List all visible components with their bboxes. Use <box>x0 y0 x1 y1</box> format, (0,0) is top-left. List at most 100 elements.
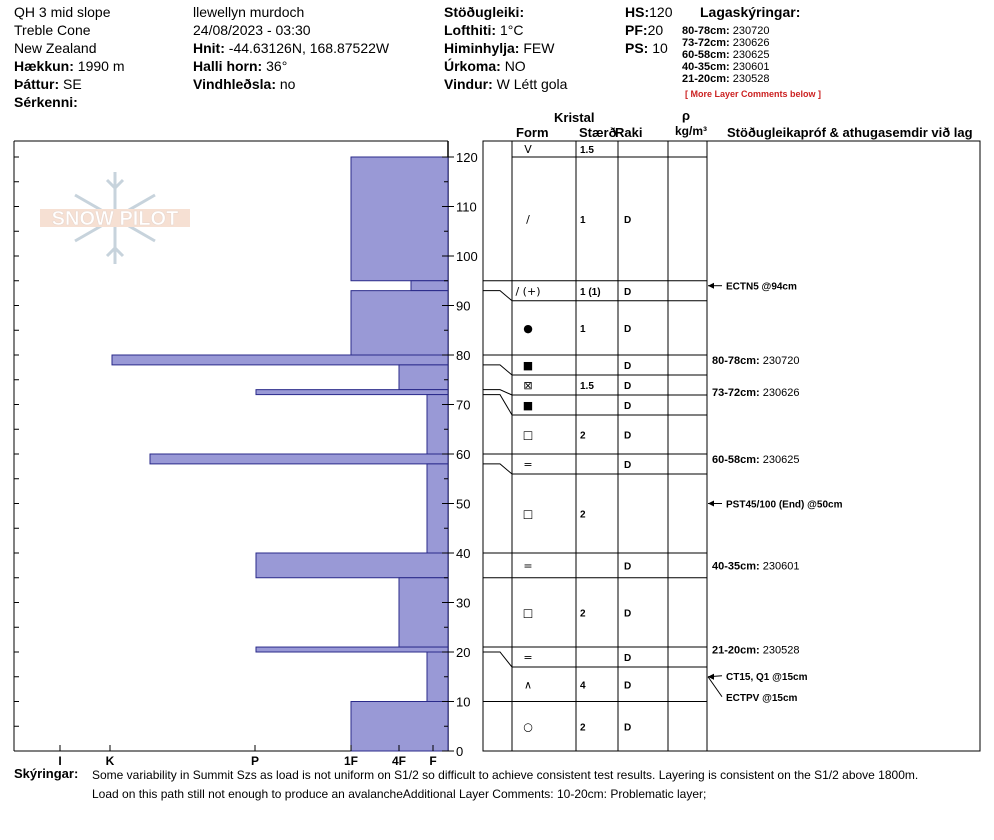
ps-value: 10 <box>652 40 668 56</box>
wind-loading-value: no <box>279 76 296 92</box>
grain-size-value: 1.5 <box>580 381 594 392</box>
layer-note: 80-78cm: 230720 <box>682 25 769 37</box>
layer-comment-range: 21-20cm: <box>712 645 763 657</box>
observation-datetime: 24/08/2023 - 03:30 <box>193 22 311 38</box>
hardness-bar <box>255 389 449 396</box>
layer-comment-range: 73-72cm: <box>712 387 763 399</box>
comments-line-2: Load on this path still not enough to pr… <box>92 787 707 801</box>
depth-tick-label: 30 <box>456 596 470 611</box>
hardness-bar <box>350 701 449 752</box>
form-header: Form <box>516 125 549 140</box>
stability-test-result: PST45/100 (End) @50cm <box>726 500 843 511</box>
hardness-tick-label: K <box>106 754 115 768</box>
aspect: Þáttur: SE <box>14 76 82 92</box>
depth-tick-label: 20 <box>456 645 470 660</box>
layer-note: 40-35cm: 230601 <box>682 61 769 73</box>
stability-test-result: CT15, Q1 @15cm <box>726 672 808 683</box>
layer-comment-value: 230625 <box>763 454 800 466</box>
layer-note: 73-72cm: 230626 <box>682 37 769 49</box>
moisture-value: D <box>624 401 631 412</box>
moisture-value: D <box>624 608 631 619</box>
coordinates: Hnit: -44.63126N, 168.87522W <box>193 40 389 56</box>
layer-comment-range: 40-35cm: <box>712 560 763 572</box>
grain-form-symbol: V <box>524 143 532 156</box>
wind-loading-label: Vindhleðsla: <box>193 76 276 92</box>
precip-label: Úrkoma: <box>444 58 501 74</box>
grain-form-symbol: = <box>523 651 532 664</box>
moisture-value: D <box>624 680 631 691</box>
depth-tick-label: 120 <box>456 150 478 165</box>
moisture-value: D <box>624 381 631 392</box>
pf-label: PF: <box>625 22 648 38</box>
ski-penetration: PS: 10 <box>625 40 668 56</box>
hardness-tick-label: I <box>58 754 61 768</box>
depth-tick-label: 100 <box>456 249 478 264</box>
sky-value: FEW <box>523 40 555 56</box>
test-arrow <box>707 676 723 698</box>
density-symbol: ρ <box>682 108 691 123</box>
layer-note-value: 230625 <box>732 49 770 61</box>
wind-label: Vindur: <box>444 76 493 92</box>
grain-form-symbol: □ <box>523 606 533 619</box>
layer-comment: 73-72cm: 230626 <box>712 387 799 399</box>
layer-comment: 60-58cm: 230625 <box>712 454 799 466</box>
grain-form-symbol: ∧ <box>524 678 532 691</box>
coords-value: -44.63126N, 168.87522W <box>228 40 390 56</box>
sky-label: Himinhylja: <box>444 40 520 56</box>
elevation: Hækkun: 1990 m <box>14 58 125 74</box>
layer-note-range: 21-20cm: <box>682 73 730 85</box>
hardness-bar <box>426 463 449 554</box>
precipitation: Úrkoma: NO <box>444 58 526 74</box>
moisture-value: D <box>624 722 631 733</box>
stability-test-result: ECTPV @15cm <box>726 693 798 704</box>
hardness-bar <box>350 290 449 356</box>
moisture-value: D <box>624 561 631 572</box>
hardness-bar <box>426 394 449 455</box>
test-arrowhead <box>708 673 714 680</box>
moisture-value: D <box>624 287 631 298</box>
depth-tick-label: 70 <box>456 398 470 413</box>
layer-comment: 21-20cm: 230528 <box>712 645 799 657</box>
grain-form-symbol: □ <box>523 429 533 442</box>
layer-comment-value: 230601 <box>763 560 800 572</box>
grain-size-value: 2 <box>580 510 586 521</box>
grain-size-value: 2 <box>580 431 586 442</box>
hardness-bar <box>350 156 449 282</box>
grain-size-value: 2 <box>580 722 586 733</box>
layer-note-value: 230601 <box>732 61 770 73</box>
more-comments-link[interactable]: [ More Layer Comments below ] <box>685 89 822 99</box>
aspect-value: SE <box>63 76 82 92</box>
moisture-value: D <box>624 653 631 664</box>
grain-size-value: 2 <box>580 608 586 619</box>
test-arrowhead <box>708 500 714 507</box>
layer-note-range: 73-72cm: <box>682 37 730 49</box>
snowpilot-logo: SNOW PILOT <box>40 172 190 264</box>
slope-value: 36° <box>266 58 288 74</box>
precip-value: NO <box>504 58 526 74</box>
test-arrowhead <box>708 282 714 289</box>
depth-connector <box>483 394 513 416</box>
hardness-tick-label: 4F <box>392 754 406 768</box>
wind: Vindur: W Létt gola <box>444 76 567 92</box>
layer-note: 21-20cm: 230528 <box>682 73 769 85</box>
air-temp-value: 1°C <box>499 22 524 38</box>
hardness-tick-label: 1F <box>344 754 358 768</box>
layer-comment-range: 80-78cm: <box>712 355 763 367</box>
depth-tick-label: 50 <box>456 497 470 512</box>
site-name: QH 3 mid slope <box>14 4 111 20</box>
layer-comment: 80-78cm: 230720 <box>712 355 799 367</box>
depth-connector <box>483 364 513 376</box>
grain-form-symbol: / <box>526 213 530 226</box>
density-unit: kg/m³ <box>675 124 708 138</box>
hardness-bar <box>255 646 449 653</box>
air-temperature: Lofthiti: 1°C <box>444 22 523 38</box>
aspect-label: Þáttur: <box>14 76 60 92</box>
wind-loading: Vindhleðsla: no <box>193 76 295 92</box>
stability-test-result: ECTN5 @94cm <box>726 282 797 293</box>
depth-tick-label: 40 <box>456 546 470 561</box>
stability-label: Stöðugleiki: <box>444 4 525 20</box>
elevation-label: Hækkun: <box>14 58 74 74</box>
pf-value: 20 <box>647 22 664 38</box>
layer-note-value: 230626 <box>732 37 770 49</box>
layer-comment-value: 230720 <box>763 355 800 367</box>
